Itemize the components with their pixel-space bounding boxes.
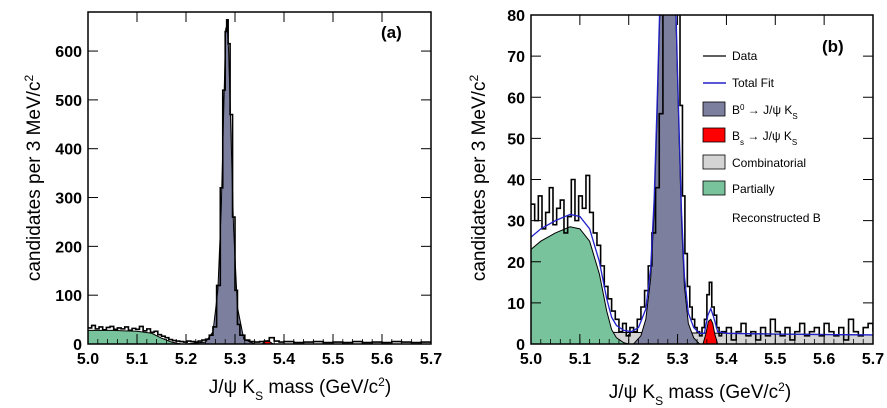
panel-b-bs-area bbox=[702, 318, 719, 344]
panel-b-ylabel: candidates per 3 MeV/c2 bbox=[467, 75, 490, 282]
panel-b-y-tick-label: 40 bbox=[507, 173, 525, 190]
panel-b-y-tick-label: 60 bbox=[507, 90, 525, 107]
legend-fit-label: Total Fit bbox=[732, 76, 775, 90]
legend-item-signal: B0 → J/ψ KS bbox=[702, 101, 798, 121]
panel-a-x-tick-label: 5.4 bbox=[273, 351, 295, 368]
panel-a-x-tick-label: 5.2 bbox=[175, 351, 197, 368]
panel-b-plot-area bbox=[531, 15, 873, 344]
panel-a-y-tick-label: 200 bbox=[55, 239, 82, 256]
legend-partial-label: Partially bbox=[732, 182, 775, 196]
panel-a-xlabel: J/ψ KS mass (GeV/c2) bbox=[209, 375, 391, 403]
legend-item-partial: Partially Reconstructed B bbox=[702, 180, 821, 225]
legend-signal-swatch bbox=[702, 101, 726, 117]
legend-item-combinatorial: Combinatorial bbox=[702, 154, 806, 170]
legend-signal-label: B0 → J/ψ KS bbox=[732, 103, 798, 121]
panel-a-data-histogram bbox=[88, 19, 431, 344]
panel-a-y-tick-label: 600 bbox=[55, 44, 82, 61]
panel-b-fit-curve bbox=[531, 15, 873, 336]
panel-b-y-tick-label: 20 bbox=[507, 255, 525, 272]
panel-b-y-tick-label: 10 bbox=[507, 296, 525, 313]
panel-a-plot-area bbox=[88, 19, 431, 344]
panel-a-x-tick-label: 5.6 bbox=[371, 351, 393, 368]
panel-a: 5.0 5.1 5.2 5.3 5.4 5.5 5.6 5.7 0 100 200 300 400 500… bbox=[22, 11, 442, 403]
panel-a-x-tick-label: 5.7 bbox=[420, 351, 442, 368]
panel-a-frame bbox=[87, 11, 432, 345]
panel-a-x-tick-label: 5.0 bbox=[77, 351, 99, 368]
panel-a-signal-area bbox=[185, 24, 255, 344]
panel-a-x-tick-label: 5.3 bbox=[224, 351, 246, 368]
panel-b-y-tick-label: 30 bbox=[507, 214, 525, 231]
legend-combinatorial-label: Combinatorial bbox=[732, 156, 806, 170]
panel-b: 5.0 5.1 5.2 5.3 5.4 5.5 5.6 5.7 0 10 20 30 40 50 60 70 8… bbox=[467, 8, 884, 408]
legend-item-data: Data bbox=[703, 49, 758, 63]
legend-item-bs: Bs → J/ψ KS bbox=[702, 127, 797, 147]
panel-b-y-tick-label: 0 bbox=[516, 337, 525, 354]
panel-a-ticks: 5.0 5.1 5.2 5.3 5.4 5.5 5.6 5.7 0 100 200 300 400 500… bbox=[55, 12, 442, 368]
panel-b-x-tick-label: 5.1 bbox=[569, 351, 591, 368]
panel-b-partial-area bbox=[531, 226, 629, 344]
panel-a-y-tick-label: 500 bbox=[55, 93, 82, 110]
panel-a-x-tick-label: 5.5 bbox=[322, 351, 344, 368]
panel-b-x-tick-label: 5.2 bbox=[618, 351, 640, 368]
panel-a-y-tick-label: 100 bbox=[55, 288, 82, 305]
legend-data-label: Data bbox=[732, 49, 758, 63]
panel-b-ticks: 5.0 5.1 5.2 5.3 5.4 5.5 5.6 5.7 0 10 20 30 40 50 60 70 8… bbox=[507, 8, 884, 368]
panel-a-y-tick-label: 0 bbox=[73, 337, 82, 354]
panel-b-y-tick-label: 50 bbox=[507, 131, 525, 148]
panel-a-label: (a) bbox=[381, 23, 402, 42]
panel-b-x-tick-label: 5.7 bbox=[862, 351, 884, 368]
panel-a-x-tick-label: 5.1 bbox=[126, 351, 148, 368]
panel-a-y-tick-label: 300 bbox=[55, 191, 82, 208]
panel-b-label: (b) bbox=[822, 37, 844, 56]
panel-b-xlabel: J/ψ KS mass (GeV/c2) bbox=[609, 380, 791, 408]
legend: Data Total Fit B0 → J/ψ KS Bs → J/ψ KS C… bbox=[702, 49, 821, 225]
legend-bs-label: Bs → J/ψ KS bbox=[732, 129, 797, 147]
legend-partial-swatch bbox=[702, 180, 726, 196]
panel-b-x-tick-label: 5.0 bbox=[520, 351, 542, 368]
panel-b-x-tick-label: 5.5 bbox=[764, 351, 786, 368]
legend-partial-label-line2: Reconstructed B bbox=[732, 211, 821, 225]
legend-bs-swatch bbox=[702, 127, 726, 143]
panel-b-data-histogram bbox=[531, 15, 873, 341]
panel-a-ylabel: candidates per 3 MeV/c2 bbox=[22, 75, 45, 282]
legend-combinatorial-swatch bbox=[702, 154, 726, 170]
panel-a-y-tick-label: 400 bbox=[55, 142, 82, 159]
panel-b-x-tick-label: 5.6 bbox=[813, 351, 835, 368]
panel-b-x-tick-label: 5.3 bbox=[666, 351, 688, 368]
panel-b-y-tick-label: 80 bbox=[507, 8, 525, 25]
panel-b-x-tick-label: 5.4 bbox=[715, 351, 737, 368]
legend-item-fit: Total Fit bbox=[703, 76, 775, 90]
panel-b-y-tick-label: 70 bbox=[507, 49, 525, 66]
panel-b-signal-area bbox=[632, 15, 701, 344]
